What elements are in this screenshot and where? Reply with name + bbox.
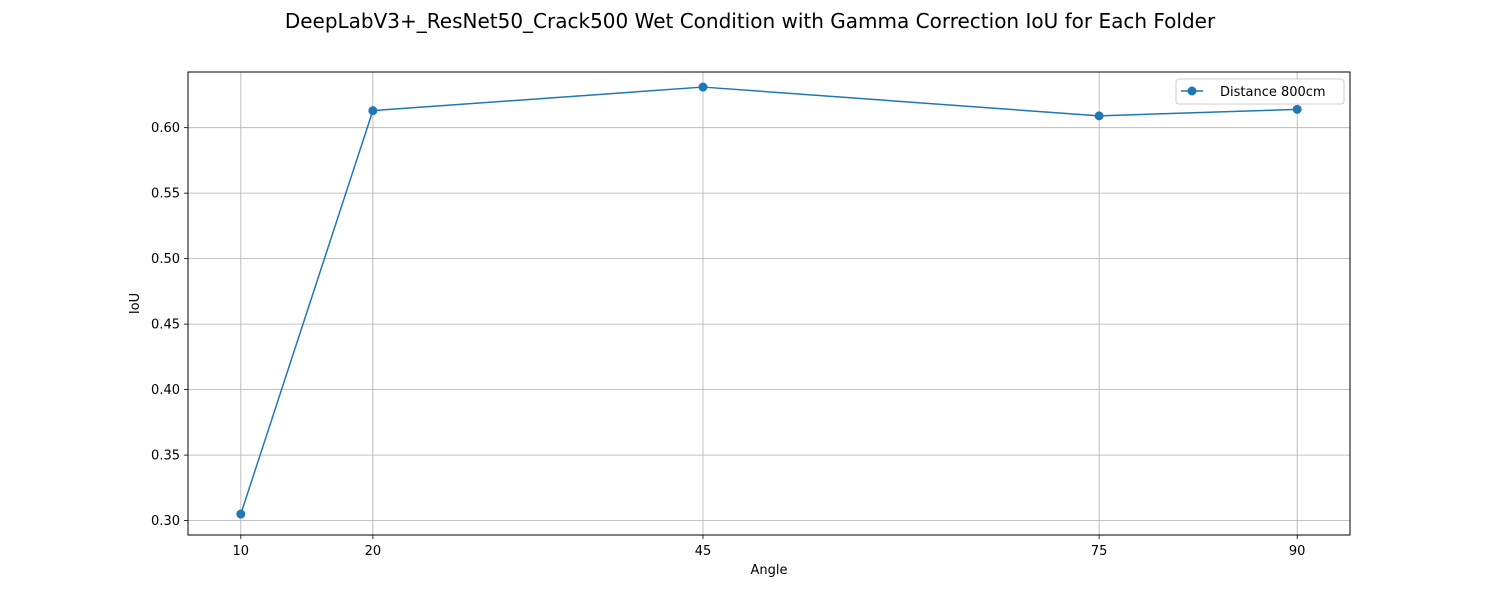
data-point [368,106,378,116]
legend: Distance 800cm [1175,78,1345,105]
x-tick-label: 90 [1289,544,1306,559]
data-point [698,82,708,92]
data-point [1292,104,1302,114]
x-tick-label: 10 [233,544,250,559]
chart-title: DeepLabV3+_ResNet50_Crack500 Wet Conditi… [285,9,1216,33]
y-tick-label: 0.35 [151,449,180,464]
y-tick-label: 0.30 [151,514,180,529]
y-axis: 0.30 0.35 0.40 0.45 0.50 0.55 0.60 [151,121,188,529]
y-tick-label: 0.40 [151,383,180,398]
grid-lines [188,72,1350,535]
x-tick-label: 20 [365,544,382,559]
y-tick-label: 0.50 [151,252,180,267]
data-point [1094,111,1104,121]
series-layer [236,82,1302,519]
y-tick-label: 0.60 [151,121,180,136]
x-axis-label: Angle [751,563,788,578]
y-tick-label: 0.55 [151,187,180,202]
legend-marker-sample [1187,86,1197,96]
legend-box [1175,78,1345,105]
x-tick-label: 45 [695,544,712,559]
x-axis: 10 20 45 75 90 [233,535,1306,559]
series-line [240,86,1298,515]
legend-label: Distance 800cm [1220,85,1326,100]
x-tick-label: 75 [1091,544,1108,559]
plot-frame [187,71,1351,536]
y-axis-label: IoU [128,293,143,314]
y-tick-label: 0.45 [151,318,180,333]
data-point [236,509,246,519]
